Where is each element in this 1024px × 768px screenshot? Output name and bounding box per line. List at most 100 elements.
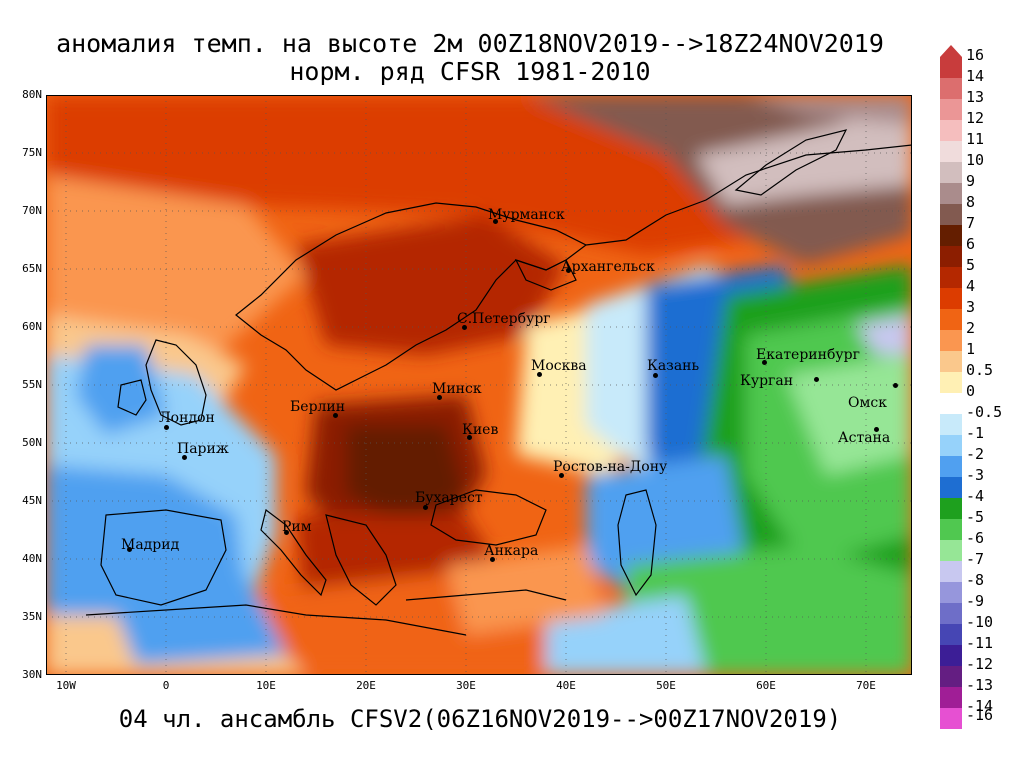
colorbar-label: 6 xyxy=(966,235,976,253)
colorbar xyxy=(940,45,962,729)
region-atlantic-orange xyxy=(46,175,306,355)
coast-white-sea xyxy=(514,258,577,291)
coast-black-sea xyxy=(430,489,547,546)
city-dot-arkhangelsk xyxy=(566,268,571,273)
colorbar-label: -6 xyxy=(966,529,985,547)
colorbar-label: 2 xyxy=(966,319,976,337)
region-scandinavia-warm xyxy=(296,215,566,355)
colorbar-segment xyxy=(940,204,962,225)
city-dot-berlin xyxy=(333,413,338,418)
coast-arctic-russia xyxy=(585,144,912,246)
colorbar-segment xyxy=(940,393,962,414)
colorbar-segment xyxy=(940,687,962,708)
region-ireland-cold xyxy=(76,345,166,435)
colorbar-label: -14 xyxy=(966,697,994,715)
lat-label-60n: 60N xyxy=(22,320,42,333)
coast-balkans xyxy=(325,514,397,606)
city-dot-rostov xyxy=(559,473,564,478)
lon-label-40e: 40E xyxy=(556,679,576,692)
colorbar-segment xyxy=(940,456,962,477)
region-far-east-lilac xyxy=(856,315,912,355)
colorbar-label: 0.5 xyxy=(966,361,994,379)
lon-label-20e: 20E xyxy=(356,679,376,692)
coast-iberia xyxy=(100,509,227,606)
colorbar-segment xyxy=(940,624,962,645)
subtitle: 04 чл. ансамбль CFSV2(06Z16NOV2019-->00Z… xyxy=(118,705,842,733)
colorbar-label: -7 xyxy=(966,550,985,568)
city-label-bucharest: Бухарест xyxy=(415,490,483,506)
colorbar-segment xyxy=(940,582,962,603)
city-dot-paris xyxy=(182,455,187,460)
city-dot-yekaterinburg xyxy=(762,360,767,365)
lat-label-55n: 55N xyxy=(22,378,42,391)
city-label-london: Лондон xyxy=(159,410,215,426)
colorbar-segment xyxy=(940,162,962,183)
colorbar-label: 7 xyxy=(966,214,976,232)
colorbar-segment xyxy=(940,246,962,267)
title-line-1: аномалия темп. на высоте 2м 00Z18NOV2019… xyxy=(56,29,884,58)
city-label-paris: Париж xyxy=(177,441,229,457)
colorbar-segment xyxy=(940,519,962,540)
city-dot-kurgan xyxy=(814,377,819,382)
region-north-africa-cold xyxy=(106,575,286,665)
colorbar-segment xyxy=(940,183,962,204)
colorbar-segment xyxy=(940,330,962,351)
coast-ireland xyxy=(117,379,147,416)
region-novaya-zemlya xyxy=(696,95,912,205)
lon-label-0: 0 xyxy=(162,679,170,692)
coast-caspian xyxy=(617,489,657,597)
colorbar-label: 14 xyxy=(966,67,985,85)
colorbar-label: -8 xyxy=(966,571,985,589)
colorbar-label: -2 xyxy=(966,445,985,463)
coast-british-isles xyxy=(145,339,207,426)
coast-novaya-zemlya xyxy=(734,129,848,196)
city-dot-madrid xyxy=(127,547,132,552)
colorbar-label: 10 xyxy=(966,151,985,169)
colorbar-segment xyxy=(940,498,962,519)
city-dot-rome xyxy=(284,530,289,535)
colorbar-segment xyxy=(940,540,962,561)
city-label-moscow: Москва xyxy=(531,358,587,374)
lon-label-10w: 10W xyxy=(56,679,76,692)
city-label-st-petersburg: С.Петербург xyxy=(457,311,551,327)
city-label-arkhangelsk: Архангельск xyxy=(561,259,655,275)
city-dot-london xyxy=(164,425,169,430)
colorbar-segment xyxy=(940,309,962,330)
city-dot-astana xyxy=(874,427,879,432)
coast-turkey-south xyxy=(405,589,567,601)
colorbar-segment xyxy=(940,561,962,582)
coast-italy xyxy=(260,508,327,597)
city-label-ankara: Анкара xyxy=(484,543,539,559)
city-label-kiev: Киев xyxy=(462,422,499,438)
colorbar-label: -1 xyxy=(966,424,985,442)
map-frame xyxy=(46,95,912,675)
colorbar-segment xyxy=(940,645,962,666)
city-label-rome: Рим xyxy=(282,519,312,535)
colorbar-segment xyxy=(940,477,962,498)
graticule xyxy=(46,95,912,675)
lon-label-70e: 70E xyxy=(856,679,876,692)
colorbar-label: -3 xyxy=(966,466,985,484)
colorbar-label: 16 xyxy=(966,46,985,64)
colorbar-segment xyxy=(940,603,962,624)
colorbar-top-arrow xyxy=(940,45,962,57)
colorbar-label: 0 xyxy=(966,382,976,400)
city-label-berlin: Берлин xyxy=(290,399,346,415)
city-dot-moscow xyxy=(537,372,542,377)
city-label-astana: Астана xyxy=(838,430,891,446)
colorbar-segment xyxy=(940,414,962,435)
colorbar-segment xyxy=(940,225,962,246)
lon-label-50e: 50E xyxy=(656,679,676,692)
colorbar-segment xyxy=(940,666,962,687)
colorbar-label: 5 xyxy=(966,256,976,274)
colorbar-label: -13 xyxy=(966,676,994,694)
colorbar-label: -10 xyxy=(966,613,994,631)
colorbar-bottom-arrow xyxy=(940,712,962,724)
lat-label-70n: 70N xyxy=(22,204,42,217)
lon-label-30e: 30E xyxy=(456,679,476,692)
colorbar-label: -0.5 xyxy=(966,403,1003,421)
colorbar-segment xyxy=(940,78,962,99)
colorbar-segment xyxy=(940,141,962,162)
lat-label-45n: 45N xyxy=(22,494,42,507)
